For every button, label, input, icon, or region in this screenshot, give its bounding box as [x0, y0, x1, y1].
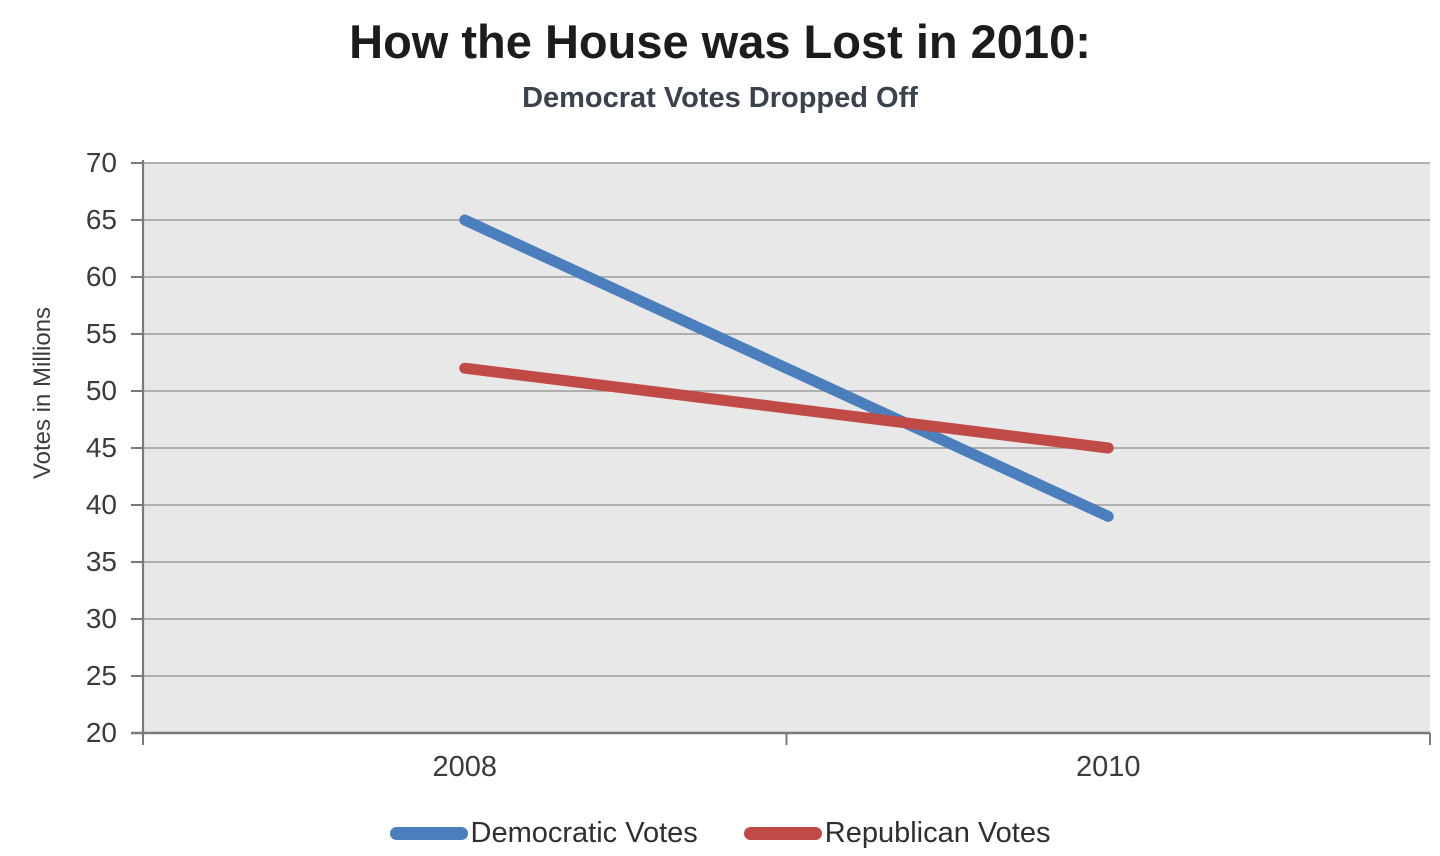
y-tick-label: 40	[85, 489, 117, 520]
legend-label-republican: Republican Votes	[824, 817, 1051, 849]
y-tick-label: 35	[85, 546, 117, 577]
republican-line-swatch	[743, 827, 822, 840]
series-line-democratic-votes	[459, 214, 1114, 522]
y-tick-label: 70	[85, 147, 117, 178]
y-tick-label: 45	[85, 432, 117, 463]
democratic-line-swatch	[389, 827, 468, 840]
legend-item-democratic: Democratic Votes	[389, 817, 698, 850]
y-tick-label: 20	[85, 717, 117, 748]
y-tick-label: 30	[85, 603, 117, 634]
legend-label-democratic: Democratic Votes	[470, 817, 698, 849]
series-line-republican-votes	[459, 362, 1114, 454]
x-tick-label: 2010	[1075, 751, 1141, 783]
legend: Democratic Votes Republican Votes	[0, 817, 1440, 850]
y-tick-label: 25	[85, 660, 117, 691]
y-tick-label: 65	[85, 204, 117, 235]
chart-title: How the House was Lost in 2010:	[349, 15, 1091, 68]
chart-subtitle: Democrat Votes Dropped Off	[522, 82, 918, 114]
y-tick-label: 55	[85, 318, 117, 349]
y-tick-label: 60	[85, 261, 117, 292]
legend-item-republican: Republican Votes	[743, 817, 1051, 850]
x-tick-label: 2008	[432, 751, 497, 783]
y-tick-label: 50	[85, 375, 117, 406]
